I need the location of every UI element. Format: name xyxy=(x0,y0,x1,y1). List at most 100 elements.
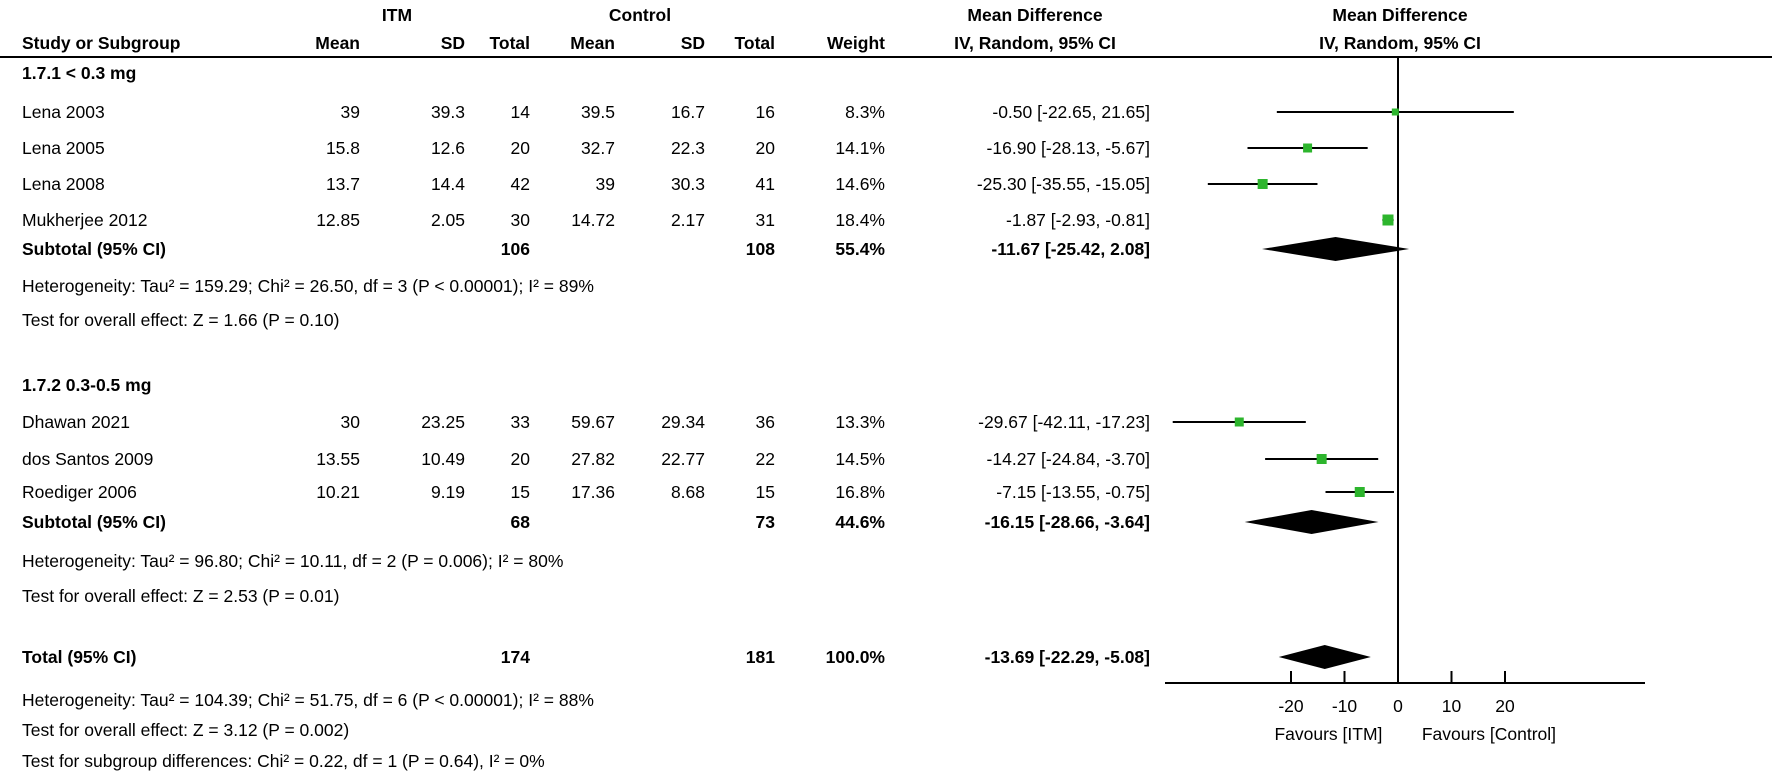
study-row-sd-control: 22.3 xyxy=(670,138,705,158)
subtotal-row-label: Subtotal (95% CI) xyxy=(22,512,166,532)
study-row-mean-itm: 10.21 xyxy=(316,482,360,502)
heterogeneity-text: Heterogeneity: Tau² = 96.80; Chi² = 10.1… xyxy=(22,551,564,571)
study-row-ci-value: -1.87 [-2.93, -0.81] xyxy=(1006,210,1150,230)
total-diamond xyxy=(1278,645,1371,669)
subgroup-header-label: 1.7.2 0.3-0.5 mg xyxy=(22,375,152,395)
col-header-mean-control: Mean xyxy=(570,33,615,53)
subtotal-row-ci-value: -16.15 [-28.66, -3.64] xyxy=(984,512,1150,532)
study-row-total-itm: 30 xyxy=(510,210,530,230)
study-row-total-itm: 33 xyxy=(510,412,530,432)
study-row-mean-control: 39.5 xyxy=(580,102,615,122)
study-row-mean-itm: 30 xyxy=(340,412,360,432)
study-row-total-control: 15 xyxy=(755,482,775,502)
study-row-sd-itm: 12.6 xyxy=(430,138,465,158)
subtotal-row-ci-value: -11.67 [-25.42, 2.08] xyxy=(991,239,1150,259)
study-row-mean-itm: 12.85 xyxy=(316,210,360,230)
study-row-total-control: 16 xyxy=(755,102,775,122)
subgroup-header-label: 1.7.1 < 0.3 mg xyxy=(22,63,137,83)
study-row-total-itm: 14 xyxy=(510,102,530,122)
study-row-mean-itm: 13.55 xyxy=(316,449,360,469)
subtotal-row-weight: 44.6% xyxy=(835,512,885,532)
study-row-sd-control: 22.77 xyxy=(661,449,705,469)
col-header-sd-itm: SD xyxy=(440,33,465,53)
study-row-weight: 13.3% xyxy=(835,412,885,432)
study-row-label: Dhawan 2021 xyxy=(22,412,130,432)
study-row-total-control: 20 xyxy=(755,138,775,158)
total-overall-effect-text: Test for overall effect: Z = 3.12 (P = 0… xyxy=(22,720,350,740)
effect-square xyxy=(1234,417,1244,427)
col-header-ci-text: IV, Random, 95% CI xyxy=(954,33,1116,53)
study-row-weight: 18.4% xyxy=(835,210,885,230)
study-row-sd-itm: 14.4 xyxy=(430,174,465,194)
heterogeneity-text: Heterogeneity: Tau² = 159.29; Chi² = 26.… xyxy=(22,276,594,296)
study-row-total-control: 36 xyxy=(755,412,775,432)
study-row-ci-value: -14.27 [-24.84, -3.70] xyxy=(986,449,1150,469)
study-row-weight: 8.3% xyxy=(845,102,885,122)
study-row-total-itm: 15 xyxy=(510,482,530,502)
study-row-ci-value: -29.67 [-42.11, -17.23] xyxy=(978,412,1150,432)
col-header-total-control: Total xyxy=(734,33,775,53)
col-header-ci-plot: IV, Random, 95% CI xyxy=(1319,33,1481,53)
study-row-total-control: 22 xyxy=(755,449,775,469)
study-row-mean-control: 32.7 xyxy=(580,138,615,158)
study-row-label: Mukherjee 2012 xyxy=(22,210,148,230)
group-header-itm: ITM xyxy=(381,5,413,25)
study-row-weight: 14.6% xyxy=(835,174,885,194)
study-row-total-itm: 42 xyxy=(510,174,530,194)
study-row-ci-value: -16.90 [-28.13, -5.67] xyxy=(986,138,1150,158)
study-row-label: Lena 2008 xyxy=(22,174,105,194)
subtotal-diamond xyxy=(1244,510,1379,534)
x-axis-tick-label: -20 xyxy=(1278,696,1304,716)
group-header-mean-difference-plot: Mean Difference xyxy=(1332,5,1468,25)
study-row-sd-itm: 9.19 xyxy=(430,482,465,502)
group-header-control: Control xyxy=(608,5,672,25)
favours-right-label: Favours [Control] xyxy=(1422,724,1556,744)
study-row-total-itm: 20 xyxy=(510,138,530,158)
study-row-sd-itm: 2.05 xyxy=(430,210,465,230)
study-row-label: Roediger 2006 xyxy=(22,482,137,502)
study-row-sd-control: 2.17 xyxy=(670,210,705,230)
header-underline xyxy=(0,56,1772,58)
study-row-total-itm: 20 xyxy=(510,449,530,469)
subtotal-diamond xyxy=(1262,237,1410,261)
subtotal-row-total-itm: 68 xyxy=(510,512,530,532)
study-row-ci-value: -7.15 [-13.55, -0.75] xyxy=(996,482,1150,502)
total-row-label: Total (95% CI) xyxy=(22,647,137,667)
study-row-sd-itm: 10.49 xyxy=(421,449,465,469)
x-axis-tick-label: 10 xyxy=(1442,696,1462,716)
total-row-ci-value: -13.69 [-22.29, -5.08] xyxy=(984,647,1150,667)
study-row-sd-itm: 39.3 xyxy=(430,102,465,122)
study-row-mean-itm: 39 xyxy=(340,102,360,122)
total-row-total-control: 181 xyxy=(745,647,775,667)
study-row-total-control: 41 xyxy=(755,174,775,194)
col-header-weight: Weight xyxy=(826,33,885,53)
effect-square xyxy=(1303,143,1313,153)
study-row-mean-control: 39 xyxy=(595,174,615,194)
group-header-mean-difference-text: Mean Difference xyxy=(967,5,1103,25)
subtotal-row-weight: 55.4% xyxy=(835,239,885,259)
x-axis-tick-label: -10 xyxy=(1332,696,1358,716)
study-row-sd-control: 16.7 xyxy=(670,102,705,122)
effect-square xyxy=(1382,214,1394,226)
study-row-ci-value: -0.50 [-22.65, 21.65] xyxy=(992,102,1150,122)
study-row-mean-itm: 15.8 xyxy=(325,138,360,158)
effect-square xyxy=(1391,108,1399,116)
study-row-label: dos Santos 2009 xyxy=(22,449,154,469)
study-row-sd-itm: 23.25 xyxy=(421,412,465,432)
study-row-sd-control: 29.34 xyxy=(661,412,705,432)
study-row-total-control: 31 xyxy=(755,210,775,230)
effect-square xyxy=(1257,179,1268,189)
x-axis-tick-label: 20 xyxy=(1495,696,1515,716)
study-row-weight: 14.1% xyxy=(835,138,885,158)
study-row-ci-value: -25.30 [-35.55, -15.05] xyxy=(976,174,1150,194)
study-row-label: Lena 2003 xyxy=(22,102,105,122)
col-header-study: Study or Subgroup xyxy=(22,33,181,53)
study-row-mean-control: 27.82 xyxy=(571,449,615,469)
total-row-total-itm: 174 xyxy=(500,647,530,667)
total-row-weight: 100.0% xyxy=(825,647,885,667)
col-header-mean-itm: Mean xyxy=(315,33,360,53)
study-row-label: Lena 2005 xyxy=(22,138,105,158)
study-row-mean-control: 59.67 xyxy=(571,412,615,432)
study-row-sd-control: 30.3 xyxy=(670,174,705,194)
